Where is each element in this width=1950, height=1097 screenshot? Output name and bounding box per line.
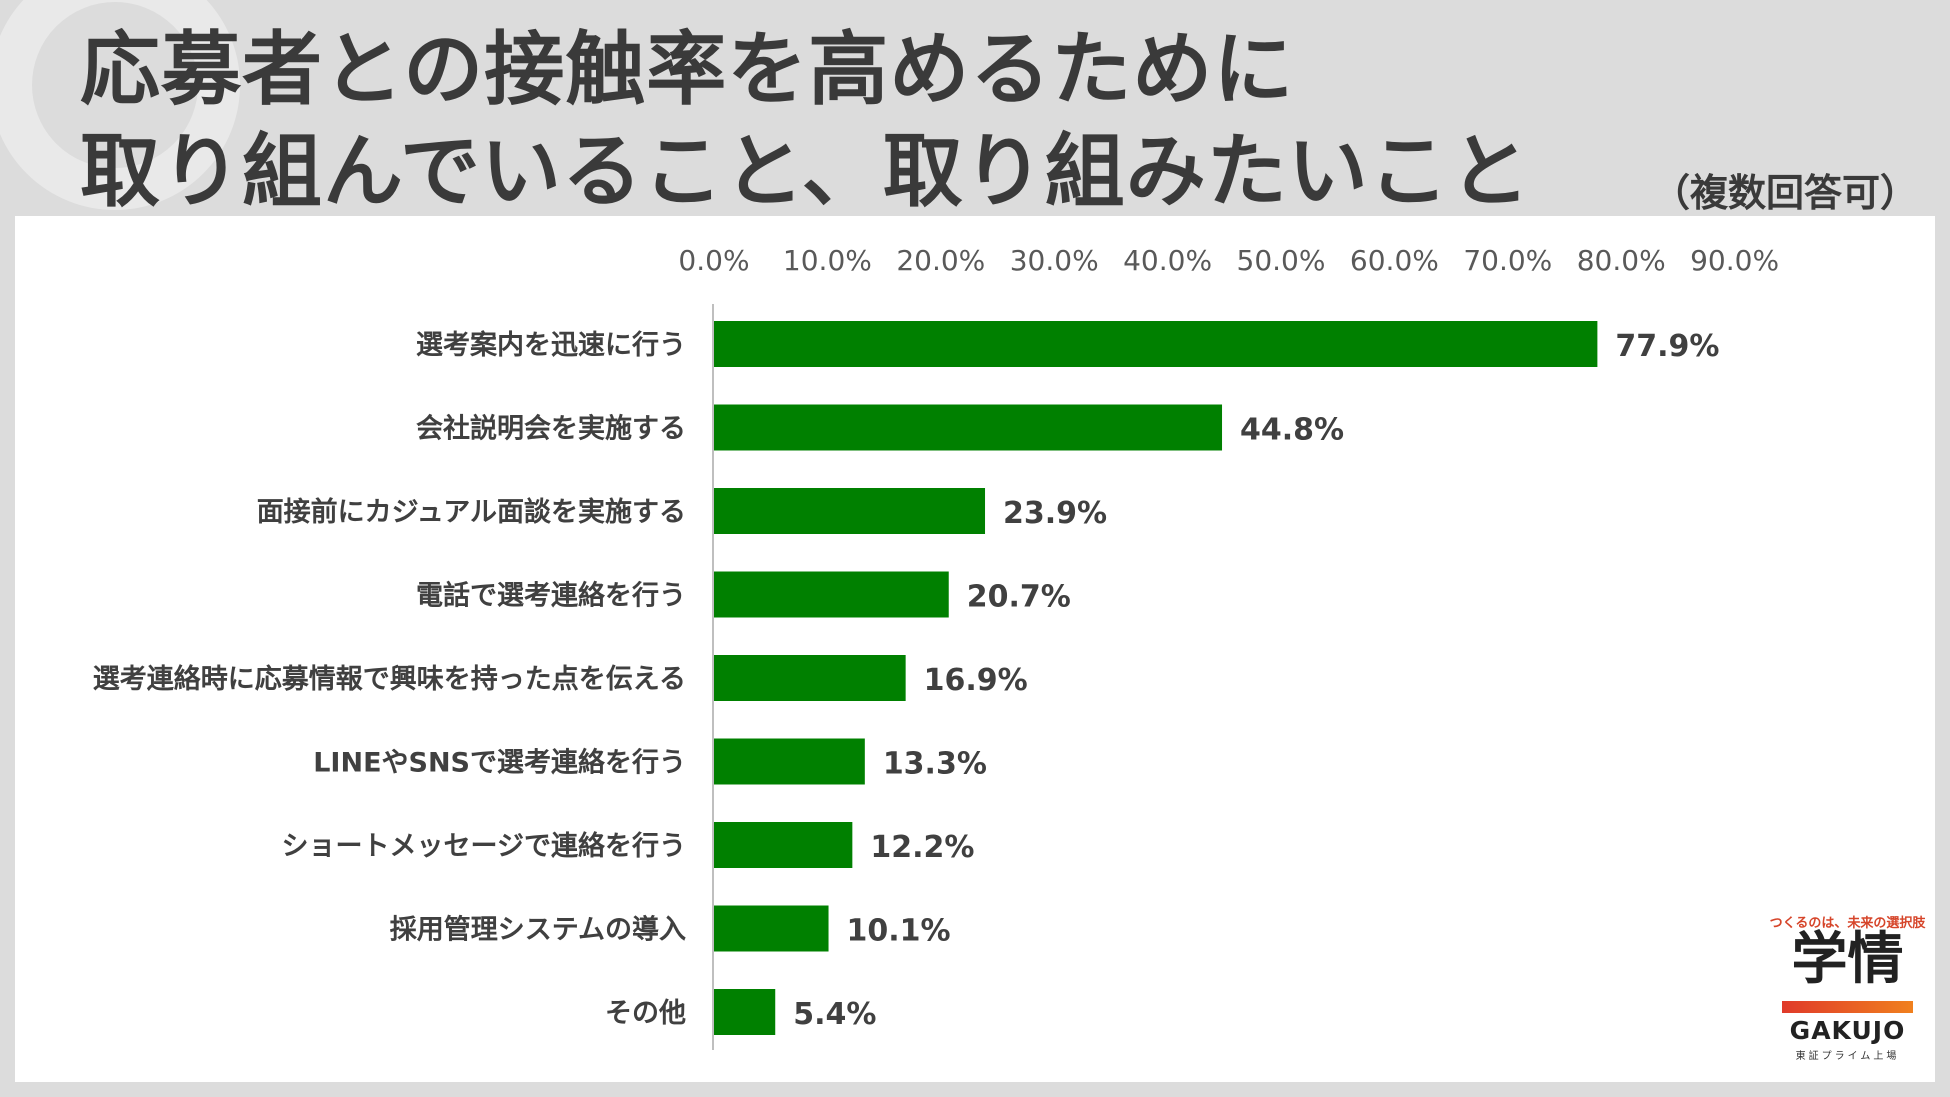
- logo-english-name: GAKUJO: [1789, 1016, 1906, 1045]
- category-label: 電話で選考連絡を行う: [416, 580, 686, 612]
- bar: [714, 738, 865, 785]
- multiple-answer-note: （複数回答可）: [1651, 171, 1918, 215]
- bar: [714, 488, 986, 534]
- category-label: 選考案内を迅速に行う: [416, 329, 686, 361]
- logo-color-bar: [1782, 1001, 1913, 1013]
- chart-panel: 0.0% 10.0% 20.0% 30.0% 40.0% 50.0% 60.0% 70.0% 8…: [15, 216, 1935, 1082]
- gakujo-logo: つくるのは、未来の選択肢 学情 GAKUJO 東証プライム上場: [1755, 912, 1940, 1062]
- category-label: 会社説明会を実施する: [416, 413, 686, 445]
- x-tick-label: 30.0%: [1010, 244, 1099, 277]
- x-tick-label: 90.0%: [1690, 244, 1779, 277]
- bar: [714, 989, 776, 1035]
- category-label: 面接前にカジュアル面談を実施する: [257, 496, 686, 528]
- x-tick-label: 80.0%: [1577, 244, 1666, 277]
- category-label: 採用管理システムの導入: [390, 914, 686, 946]
- logo-tagline: つくるのは、未来の選択肢: [1769, 916, 1926, 931]
- value-label: 77.9%: [1615, 329, 1719, 364]
- bar: [714, 404, 1223, 451]
- category-label: 選考連絡時に応募情報で興味を持った点を伝える: [93, 663, 686, 695]
- x-tick-label: 10.0%: [783, 244, 872, 277]
- value-label: 23.9%: [1003, 496, 1107, 531]
- bar-chart: 0.0% 10.0% 20.0% 30.0% 40.0% 50.0% 60.0% 70.0% 8…: [93, 244, 1779, 1050]
- logo-kanji: 学情: [1791, 927, 1904, 992]
- category-label: ショートメッセージで連絡を行う: [282, 830, 686, 862]
- value-label: 10.1%: [847, 914, 951, 949]
- x-tick-label: 20.0%: [896, 244, 985, 277]
- category-label: その他: [605, 998, 686, 1029]
- x-tick-label: 0.0%: [678, 244, 749, 277]
- value-label: 16.9%: [924, 663, 1028, 698]
- value-label: 44.8%: [1240, 413, 1344, 448]
- logo-listing-text: 東証プライム上場: [1795, 1051, 1900, 1062]
- x-tick-label: 40.0%: [1123, 244, 1212, 277]
- bar: [714, 905, 829, 952]
- page-title-line-1: 応募者との接触率を高めるために: [80, 23, 1295, 116]
- bar: [714, 571, 949, 618]
- bar: [714, 321, 1598, 367]
- value-label: 13.3%: [883, 747, 987, 782]
- page-title-line-2: 取り組んでいること、取り組みたいこと: [80, 125, 1531, 218]
- x-tick-label: 50.0%: [1237, 244, 1326, 277]
- category-label: LINEやSNSで選考連絡を行う: [313, 747, 686, 779]
- value-label: 12.2%: [870, 830, 974, 865]
- x-tick-label: 70.0%: [1463, 244, 1552, 277]
- x-tick-label: 60.0%: [1350, 244, 1439, 277]
- value-label: 20.7%: [967, 580, 1071, 615]
- bar: [714, 822, 853, 868]
- bar: [714, 655, 906, 701]
- value-label: 5.4%: [793, 997, 876, 1032]
